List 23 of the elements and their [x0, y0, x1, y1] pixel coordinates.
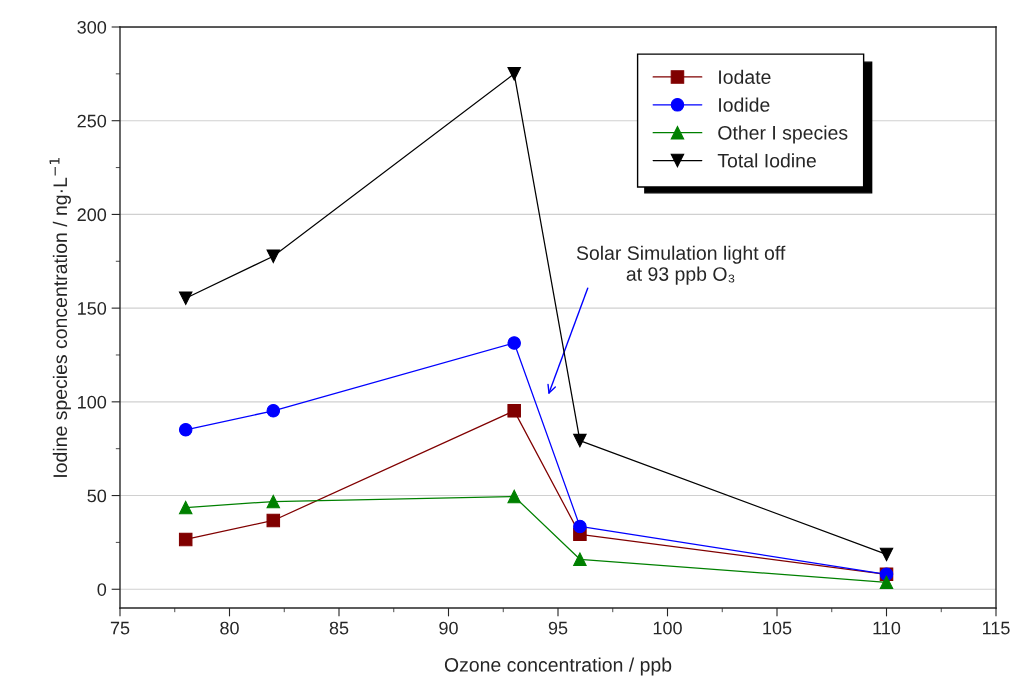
y-tick-label: 100 — [78, 395, 107, 409]
x-tick-label: 90 — [439, 621, 458, 635]
y-tick-label: 0 — [97, 583, 107, 596]
legend-label: Iodate — [719, 69, 771, 84]
y-tick-label: 50 — [87, 489, 107, 503]
legend-label: Iodide — [719, 97, 770, 112]
x-tick-label: 80 — [220, 621, 239, 635]
y-tick-label: 250 — [77, 114, 107, 128]
y-tick-label: 200 — [77, 208, 107, 222]
x-tick-label: 115 — [982, 621, 1010, 635]
x-tick-label: 105 — [763, 621, 792, 635]
y-tick-label: 300 — [77, 20, 107, 34]
legend-label: Other I species — [718, 125, 848, 144]
x-tick-label: 95 — [548, 621, 568, 635]
x-tick-label: 85 — [329, 621, 349, 635]
legend-label: Total Iodine — [717, 153, 816, 168]
x-tick-label: 110 — [873, 621, 901, 635]
annotation: Solar Simulation light off at 93 ppb O₃ — [576, 245, 786, 285]
x-tick-label: 75 — [110, 621, 130, 635]
x-axis-title: Ozone concentration / ppb — [444, 657, 672, 676]
y-axis-title: Iodine species concentration / ng·L$^{−1}$ — [49, 158, 71, 477]
x-tick-label: 100 — [653, 621, 682, 635]
y-tick-label: 150 — [78, 302, 107, 315]
